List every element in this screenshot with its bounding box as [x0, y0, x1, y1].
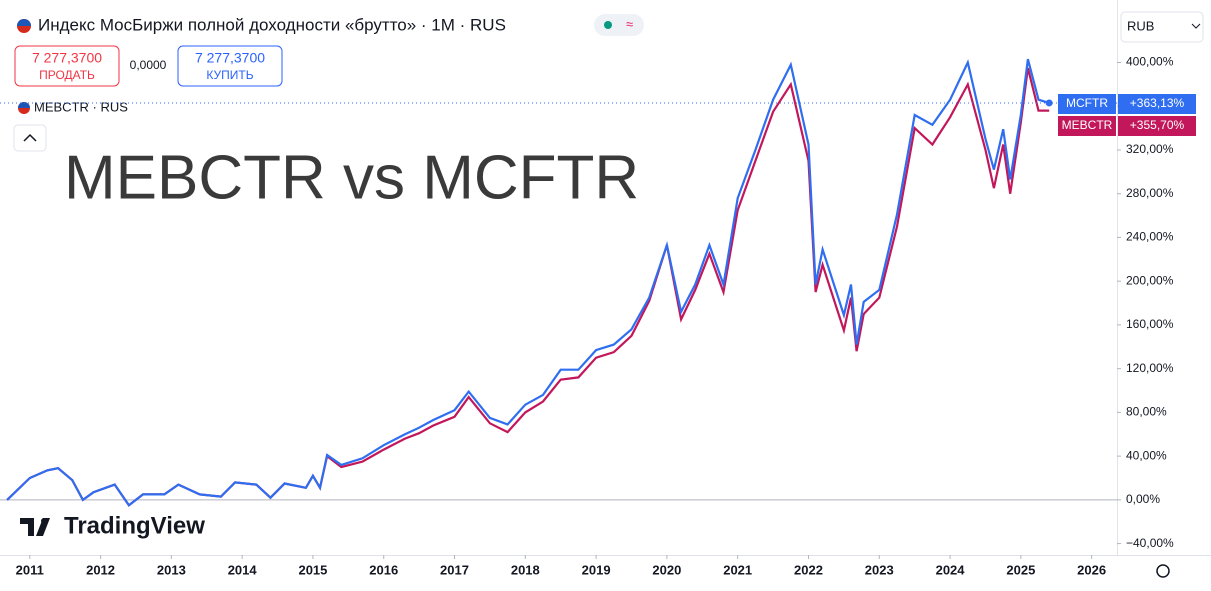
- series-tag-name: MCFTR: [1066, 96, 1108, 110]
- value-tag: [1118, 116, 1196, 136]
- y-tick-label: 400,00%: [1126, 55, 1174, 69]
- y-tick-label: 240,00%: [1126, 230, 1174, 244]
- series-tag: [1058, 116, 1116, 136]
- x-tick-label: 2016: [369, 562, 398, 577]
- x-tick-label: 2021: [723, 562, 752, 577]
- sell-price: 7 277,3700: [32, 50, 102, 66]
- y-tick-label: 160,00%: [1126, 317, 1174, 331]
- x-tick-label: 2015: [298, 562, 327, 577]
- x-tick-label: 2026: [1077, 562, 1106, 577]
- axis-border: [0, 555, 1211, 556]
- currency: RUB: [1127, 18, 1154, 33]
- x-tick-label: 2017: [440, 562, 469, 577]
- collapse-button[interactable]: [13, 124, 47, 152]
- buy-label: КУПИТЬ: [206, 68, 253, 82]
- status-dot: [604, 21, 612, 29]
- y-tick-label: 120,00%: [1126, 361, 1174, 375]
- chevron: [1191, 23, 1201, 29]
- series-line: [6, 67, 1050, 507]
- axis-border: [1117, 0, 1118, 555]
- spread: 0,0000: [130, 58, 167, 72]
- x-tick-label: 2023: [865, 562, 894, 577]
- status-pill[interactable]: [594, 14, 644, 36]
- y-tick-label: 280,00%: [1126, 186, 1174, 200]
- chevron: [23, 133, 37, 142]
- series-tag-name: MEBCTR: [1062, 118, 1113, 132]
- x-tick-label: 2014: [228, 562, 258, 577]
- x-tick-label: 2013: [157, 562, 186, 577]
- brand: TradingView: [64, 512, 205, 539]
- value-tag: [1118, 94, 1196, 114]
- settings-button[interactable]: [1156, 564, 1170, 578]
- y-tick-label: 40,00%: [1126, 448, 1167, 462]
- y-tick-label: 0,00%: [1126, 492, 1160, 506]
- y-tick-label: 200,00%: [1126, 273, 1174, 287]
- y-tick-label: 80,00%: [1126, 405, 1167, 419]
- sell-button[interactable]: [14, 45, 120, 87]
- series-tag: [1058, 94, 1116, 114]
- watermark: MEBCTR vs MCFTR: [64, 143, 639, 212]
- second-symbol: MEBCTR · RUS: [34, 99, 128, 114]
- y-tick-label: −40,00%: [1126, 536, 1174, 550]
- y-tick-label: 320,00%: [1126, 142, 1174, 156]
- x-tick-label: 2022: [794, 562, 823, 577]
- buy-button[interactable]: [177, 45, 283, 87]
- flag: [18, 102, 30, 108]
- x-tick-label: 2025: [1006, 562, 1035, 577]
- x-tick-label: 2019: [582, 562, 611, 577]
- x-tick-label: 2020: [652, 562, 681, 577]
- x-tick-label: 2024: [936, 562, 966, 577]
- last-value-dot: [1045, 99, 1053, 107]
- value-tag-label: +363,13%: [1130, 96, 1185, 110]
- series-line: [6, 58, 1050, 507]
- flag: [17, 19, 31, 26]
- logo: [41, 518, 47, 524]
- currency-select[interactable]: [1120, 11, 1204, 43]
- buy-price: 7 277,3700: [195, 50, 265, 66]
- x-tick-label: 2012: [86, 562, 115, 577]
- x-tick-label: 2011: [16, 562, 44, 577]
- x-tick-label: 2018: [511, 562, 540, 577]
- status-icon: ≈: [626, 16, 633, 31]
- value-tag-label: +355,70%: [1130, 118, 1185, 132]
- symbol-title: Индекс МосБиржи полной доходности «брутт…: [38, 15, 506, 34]
- sell-label: ПРОДАТЬ: [39, 68, 95, 82]
